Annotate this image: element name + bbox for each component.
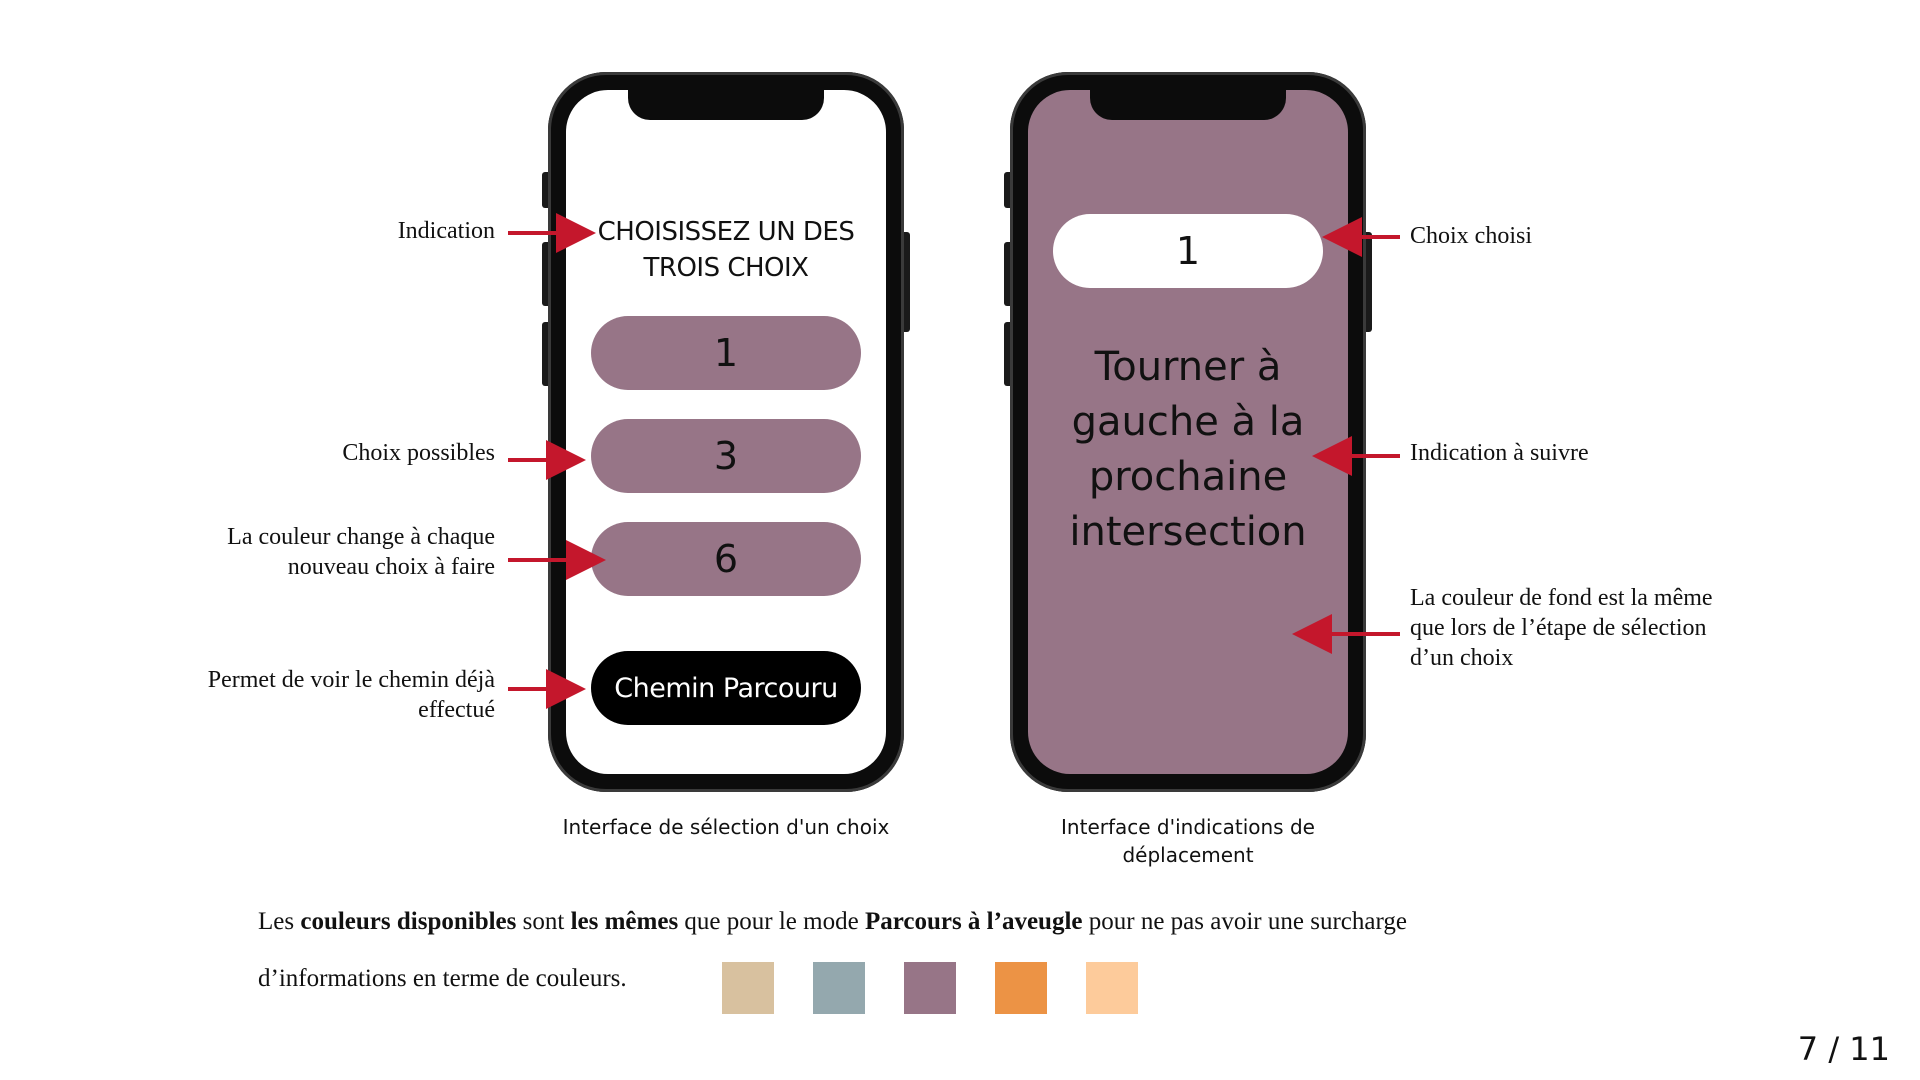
- annotation-path-view-line-2: effectué: [418, 697, 495, 723]
- footer-text-part: que pour le mode: [678, 908, 865, 935]
- instruction-line-2: TROIS CHOIX: [643, 253, 810, 283]
- choice-button-3[interactable]: 3: [591, 419, 861, 493]
- annotation-indication-to-follow: Indication à suivre: [1410, 440, 1589, 466]
- phone-choice-selection: CHOISISSEZ UN DES TROIS CHOIX 1 3 6 Chem…: [542, 72, 910, 792]
- color-swatch-orange: [995, 962, 1047, 1014]
- footer-bold-same: les mêmes: [570, 908, 679, 935]
- annotation-color-changes-line-1: La couleur change à chaque: [227, 524, 495, 550]
- annotation-background-line-2: que lors de l’étape de sélection: [1410, 615, 1707, 641]
- screen-instruction: CHOISISSEZ UN DES TROIS CHOIX: [566, 214, 886, 286]
- phone-notch: [1090, 90, 1286, 120]
- chosen-choice-badge: 1: [1053, 214, 1323, 288]
- annotation-path-view: Permet de voir le chemin déjà effectué: [208, 665, 495, 725]
- direction-line-2: gauche à la: [1071, 399, 1305, 445]
- caption-direction-line-1: Interface d'indications de: [1061, 815, 1315, 839]
- instruction-line-1: CHOISISSEZ UN DES: [597, 217, 855, 247]
- annotation-color-changes-line-2: nouveau choix à faire: [287, 554, 495, 580]
- direction-instruction: Tourner à gauche à la prochaine intersec…: [1028, 340, 1348, 560]
- caption-selection-interface: Interface de sélection d'un choix: [562, 815, 890, 839]
- direction-line-1: Tourner à: [1094, 344, 1282, 390]
- footer-text-line-2: d’informations en terme de couleurs.: [258, 965, 627, 992]
- caption-direction-line-2: déplacement: [1122, 843, 1254, 867]
- footer-bold-available-colors: couleurs disponibles: [300, 908, 517, 935]
- annotation-possible-choices: Choix possibles: [342, 440, 495, 466]
- caption-direction-interface: Interface d'indications de déplacement: [1010, 813, 1366, 869]
- direction-line-3: prochaine: [1088, 454, 1288, 500]
- footer-text-part: pour ne pas avoir une surcharge: [1082, 908, 1407, 935]
- color-swatch-beige: [722, 962, 774, 1014]
- annotation-chosen-choice: Choix choisi: [1410, 223, 1533, 249]
- footer-text-part: sont: [516, 908, 571, 935]
- annotation-indication: Indication: [397, 218, 495, 244]
- annotation-path-view-line-1: Permet de voir le chemin déjà: [207, 667, 495, 693]
- annotation-background-line-3: d’un choix: [1410, 645, 1514, 671]
- annotation-background-line-1: La couleur de fond est la même: [1410, 585, 1713, 611]
- color-swatch-peach: [1086, 962, 1138, 1014]
- phone-screen-selection: CHOISISSEZ UN DES TROIS CHOIX 1 3 6 Chem…: [566, 90, 886, 774]
- annotation-background-color: La couleur de fond est la même que lors …: [1410, 583, 1713, 673]
- direction-line-4: intersection: [1069, 509, 1307, 555]
- page-number: 7 / 11: [1797, 1030, 1890, 1068]
- footer-bold-blind-mode: Parcours à l’aveugle: [864, 908, 1083, 935]
- phone-screen-direction: 1 Tourner à gauche à la prochaine inters…: [1028, 90, 1348, 774]
- footer-text-line-1: Les couleurs disponibles sont les mêmes …: [258, 908, 1407, 936]
- choice-button-1[interactable]: 1: [591, 316, 861, 390]
- color-swatch-mauve: [904, 962, 956, 1014]
- footer-text-part: Les: [258, 908, 301, 935]
- color-swatch-grey-blue: [813, 962, 865, 1014]
- phone-notch: [628, 90, 824, 120]
- choice-button-6[interactable]: 6: [591, 522, 861, 596]
- phone-direction-indication: 1 Tourner à gauche à la prochaine inters…: [1004, 72, 1372, 792]
- annotation-color-changes: La couleur change à chaque nouveau choix…: [227, 522, 495, 582]
- path-travelled-button[interactable]: Chemin Parcouru: [591, 651, 861, 725]
